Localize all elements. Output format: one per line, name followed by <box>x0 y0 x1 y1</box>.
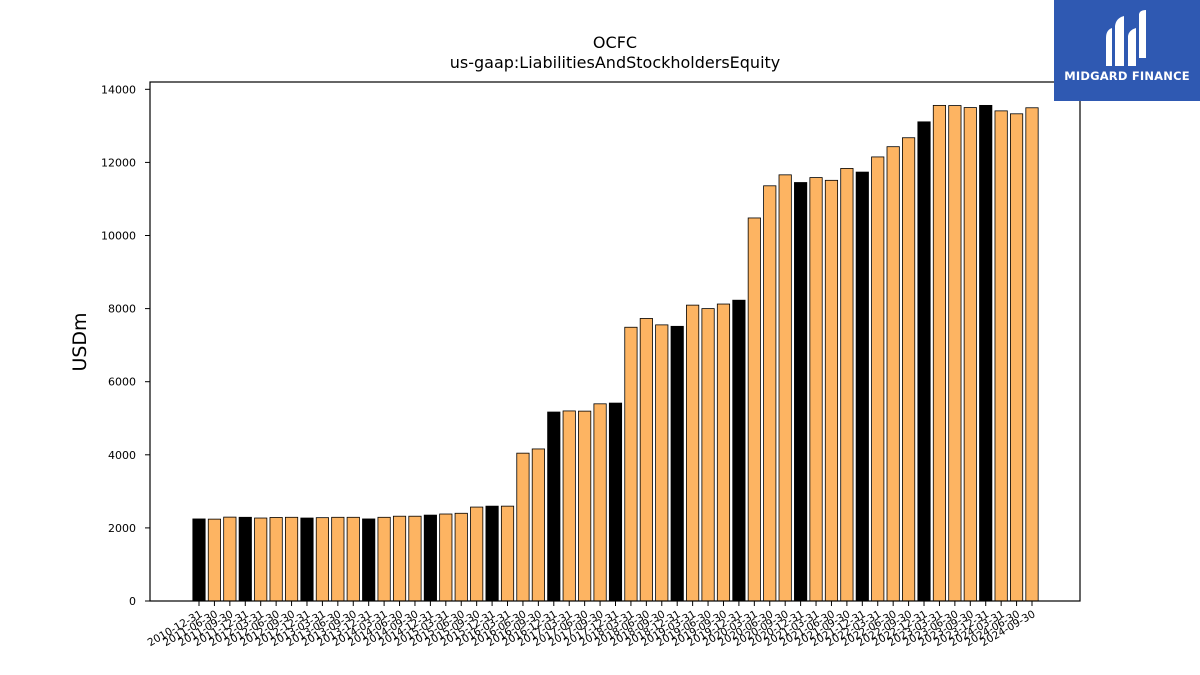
plot-frame <box>149 81 1081 602</box>
bar-2016-06-30 <box>516 452 530 602</box>
bar-2017-09-30 <box>593 403 607 602</box>
bar-2016-03-31 <box>500 505 515 602</box>
bar-2014-06-30 <box>392 515 407 602</box>
bars-group <box>192 104 1039 602</box>
bar-2018-12-31 <box>670 325 684 602</box>
bar-2020-12-31 <box>794 182 808 602</box>
bar-2011-09-30 <box>223 516 237 602</box>
bar-2024-03-31 <box>994 110 1008 602</box>
bar-2013-06-30 <box>331 516 345 602</box>
bar-2021-09-30 <box>840 168 854 602</box>
y-tick-label: 0 <box>129 595 136 608</box>
bar-2012-06-30 <box>269 517 283 602</box>
chart-title: OCFC <box>593 33 637 52</box>
bar-2012-12-31 <box>300 517 314 602</box>
bar-2011-06-30 <box>207 518 221 602</box>
bar-2023-06-30 <box>948 105 962 602</box>
brand-logo: MIDGARD FINANCE <box>1054 0 1200 101</box>
bar-2019-12-31 <box>732 299 746 602</box>
bar-2016-12-31 <box>547 411 561 602</box>
bar-2016-09-30 <box>531 448 545 602</box>
bar-2020-06-30 <box>763 185 777 602</box>
bar-2010-12-31 <box>192 518 206 602</box>
brand-name: MIDGARD FINANCE <box>1064 69 1190 83</box>
x-axis-ticks: 2010-12-312011-06-302011-09-302011-12-31… <box>146 601 1038 649</box>
bar-2015-03-31 <box>439 513 453 602</box>
bar-2020-09-30 <box>778 174 792 602</box>
bar-2022-12-31 <box>917 121 931 602</box>
bar-2012-03-31 <box>254 517 268 602</box>
bar-2015-12-31 <box>485 505 499 602</box>
y-tick-label: 8000 <box>108 303 136 316</box>
chart-subtitle: us-gaap:LiabilitiesAndStockholdersEquity <box>450 53 781 72</box>
y-tick-label: 2000 <box>108 522 136 535</box>
bar-2023-09-30 <box>963 107 977 602</box>
bar-2017-06-30 <box>578 410 592 602</box>
bar-2020-03-31 <box>747 217 761 602</box>
bar-2014-03-31 <box>377 516 391 602</box>
y-axis-label: USDm <box>69 312 91 371</box>
y-tick-label: 12000 <box>101 156 136 169</box>
bar-2018-03-31 <box>624 326 638 602</box>
bar-2013-12-31 <box>362 518 376 602</box>
y-tick-label: 4000 <box>108 449 136 462</box>
bar-2013-03-31 <box>315 517 329 602</box>
y-tick-label: 14000 <box>101 83 136 96</box>
y-axis-ticks: 0 2000 4000 6000 8000 10000 12000 14000 <box>101 83 150 608</box>
bar-2022-06-30 <box>886 146 900 602</box>
bar-2022-09-30 <box>902 137 916 602</box>
bar-2018-06-30 <box>639 318 653 602</box>
bar-2021-12-31 <box>855 171 869 602</box>
brand-mark-icon <box>1106 10 1146 66</box>
bar-2019-06-30 <box>701 308 715 602</box>
bar-2019-03-31 <box>686 304 700 602</box>
bar-2017-12-31 <box>608 402 623 602</box>
y-tick-label: 10000 <box>101 230 136 243</box>
bar-2023-03-31 <box>932 104 947 602</box>
bar-2021-06-30 <box>824 179 839 602</box>
bar-2013-09-30 <box>346 516 360 602</box>
bar-2024-06-30 <box>1010 113 1024 602</box>
bar-2012-09-30 <box>284 516 299 602</box>
bar-2015-09-30 <box>470 506 484 602</box>
bar-2014-12-31 <box>423 514 437 602</box>
bar-2022-03-31 <box>871 156 885 602</box>
bar-2011-12-31 <box>238 516 252 602</box>
bar-2018-09-30 <box>655 324 669 602</box>
y-tick-label: 6000 <box>108 376 136 389</box>
bar-2014-09-30 <box>408 515 422 602</box>
bar-2017-03-31 <box>562 410 576 602</box>
bar-2021-03-31 <box>809 177 823 602</box>
bar-2023-12-31 <box>979 104 993 602</box>
bar-2015-06-30 <box>454 512 468 602</box>
bar-2019-09-30 <box>716 303 731 602</box>
bar-2024-09-30 <box>1025 107 1039 602</box>
